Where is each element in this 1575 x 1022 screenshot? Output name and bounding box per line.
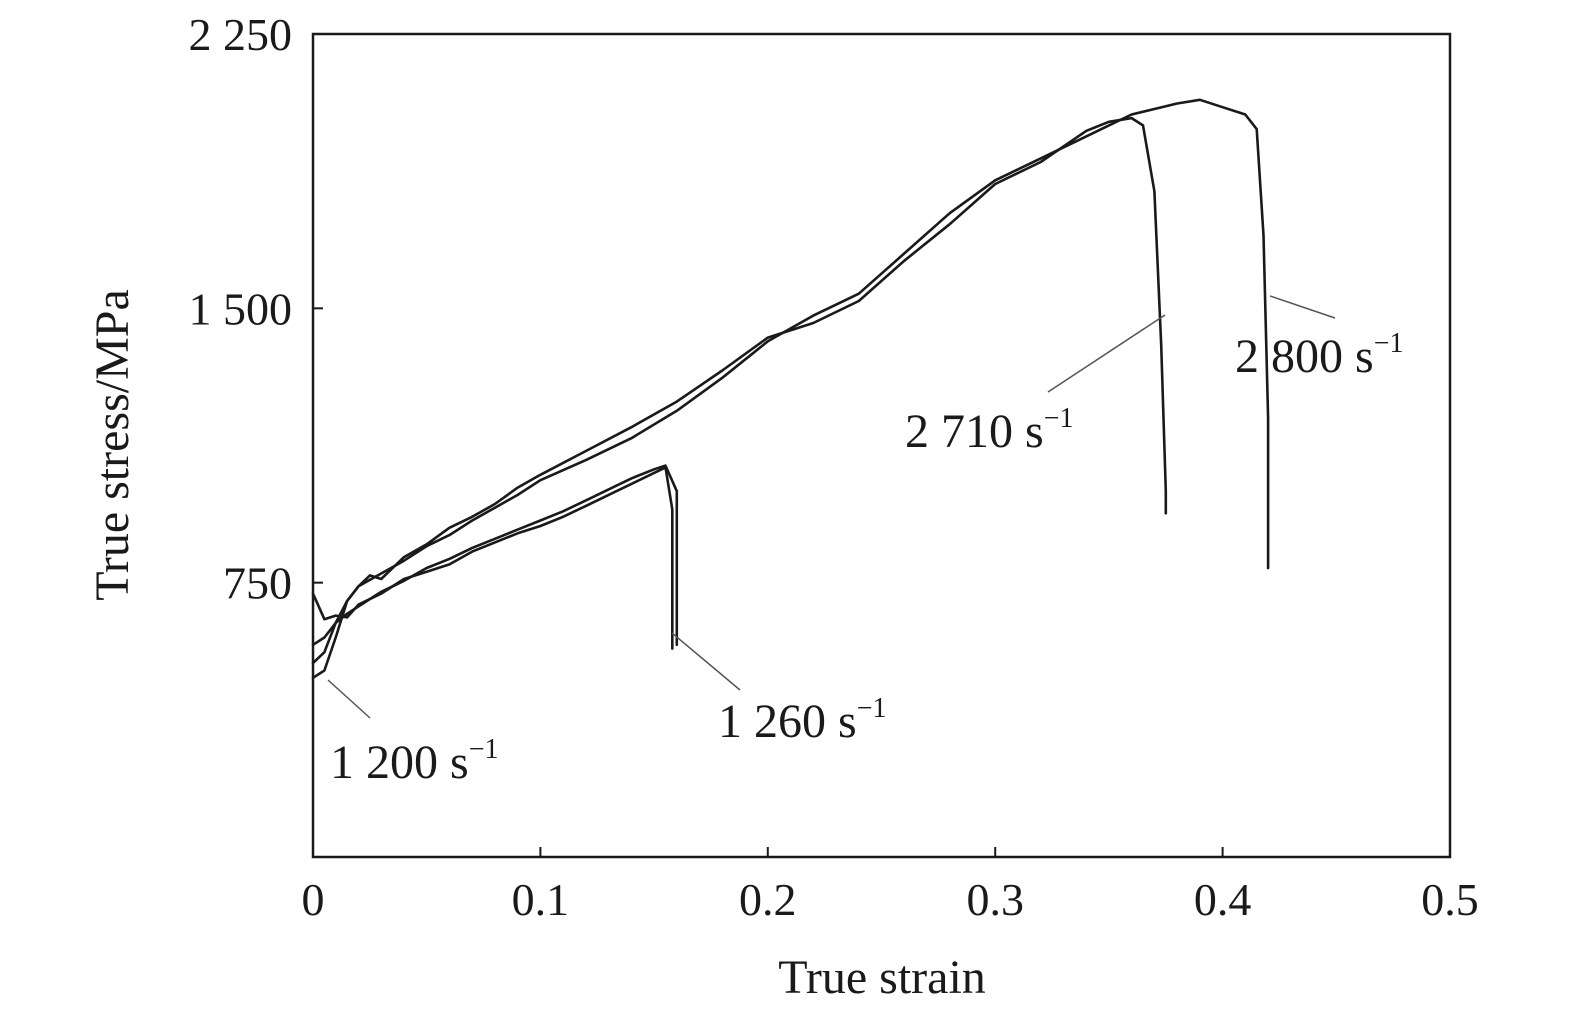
series-line-2 bbox=[311, 466, 674, 650]
x-axis-title: True strain bbox=[778, 951, 986, 1004]
series-annotation: 2 800 s−1 bbox=[1235, 328, 1403, 383]
y-tick-label: 1 500 bbox=[189, 283, 293, 334]
series-line-3 bbox=[311, 116, 1168, 680]
x-tick-label: 0.4 bbox=[1194, 874, 1252, 925]
annotation-layer: 1 200 s−11 260 s−12 710 s−12 800 s−1 bbox=[327, 295, 1403, 789]
x-tick-label: 0.5 bbox=[1421, 874, 1479, 925]
annotation-rate: 2 710 s bbox=[905, 405, 1044, 458]
annotation-leader-line bbox=[671, 632, 741, 691]
series-annotation: 1 200 s−1 bbox=[330, 734, 498, 789]
annotation-unit-exponent: −1 bbox=[1374, 328, 1404, 359]
plot-border bbox=[311, 32, 1452, 859]
annotation-rate: 1 200 s bbox=[330, 736, 469, 789]
series-annotation: 2 710 s−1 bbox=[905, 403, 1073, 458]
series-line-1 bbox=[311, 464, 679, 665]
y-tick-label: 2 250 bbox=[189, 9, 293, 60]
x-tick-label: 0 bbox=[302, 874, 325, 925]
annotation-rate: 1 260 s bbox=[718, 695, 857, 748]
series-line-4 bbox=[311, 98, 1270, 647]
series-annotation: 1 260 s−1 bbox=[718, 693, 886, 748]
tick-layer: 0 0.1 0.2 0.3 0.4 0.5 750 1 500 2 250 bbox=[189, 9, 1479, 925]
y-axis-title: True stress/MPa bbox=[86, 289, 139, 601]
annotation-unit-exponent: −1 bbox=[469, 734, 499, 765]
annotation-leader-line bbox=[1269, 295, 1336, 319]
x-tick-label: 0.3 bbox=[966, 874, 1024, 925]
annotation-leader-line bbox=[327, 679, 371, 719]
y-tick-label: 750 bbox=[223, 558, 292, 609]
annotation-unit-exponent: −1 bbox=[1044, 403, 1074, 434]
annotation-unit-exponent: −1 bbox=[857, 693, 887, 724]
annotation-rate: 2 800 s bbox=[1235, 330, 1374, 383]
series-layer bbox=[311, 98, 1270, 680]
x-tick-label: 0.1 bbox=[512, 874, 570, 925]
annotation-leader-line bbox=[1047, 314, 1166, 393]
x-tick-label: 0.2 bbox=[739, 874, 797, 925]
plot-frame bbox=[311, 32, 1452, 859]
